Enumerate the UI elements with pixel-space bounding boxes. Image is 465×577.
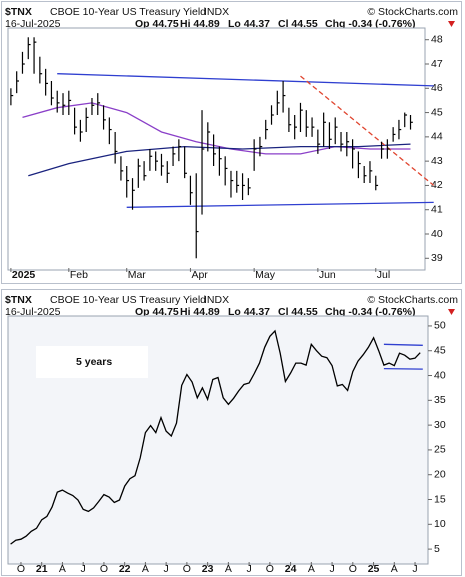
x-tick-label: 2025: [12, 269, 36, 281]
y-tick-label: 41: [431, 203, 443, 215]
x-tick-label: Jul: [377, 269, 390, 281]
x-tick-label: J: [412, 563, 417, 575]
exchange: INDX: [204, 294, 229, 306]
credit: © StockCharts.com: [367, 294, 458, 306]
y-tick-label: 39: [431, 252, 443, 264]
annotation-box: [36, 346, 148, 378]
quote-item: Hi 44.89: [180, 306, 220, 318]
y-tick-label: 40: [434, 369, 446, 381]
y-tick-label: 20: [434, 468, 446, 480]
symbol: $TNX: [5, 6, 32, 18]
down-marker: [448, 309, 455, 315]
y-tick-label: 10: [434, 518, 446, 530]
date: 16-Jul-2025: [5, 306, 61, 318]
credit: © StockCharts.com: [367, 6, 458, 18]
overlay-line: [300, 75, 435, 186]
title: CBOE 10-Year US Treasury Yield: [50, 6, 206, 18]
x-tick-label: O: [17, 563, 25, 575]
exchange: INDX: [204, 6, 229, 18]
y-tick-label: 44: [431, 131, 443, 143]
y-tick-label: 25: [434, 444, 446, 456]
x-tick-label: A: [59, 563, 66, 575]
y-tick-label: 35: [434, 394, 446, 406]
overlay-line: [126, 201, 434, 208]
y-tick-label: 48: [431, 33, 443, 45]
x-tick-label: O: [100, 563, 108, 575]
y-tick-label: 45: [431, 106, 443, 118]
y-tick-label: 45: [434, 345, 446, 357]
y-tick-label: 43: [431, 155, 443, 167]
annotation: 5 years: [76, 356, 112, 368]
x-tick-label: May: [255, 269, 276, 281]
y-tick-label: 47: [431, 58, 443, 70]
quote-item: Chg -0.34 (-0.76%): [325, 18, 415, 30]
quote-item: Op 44.75: [135, 18, 179, 30]
price-line: [10, 329, 421, 545]
y-tick-label: 42: [431, 179, 443, 191]
quote-item: Lo 44.37: [228, 18, 270, 30]
x-tick-label: A: [308, 563, 315, 575]
y-tick-label: 50: [434, 320, 446, 332]
x-tick-label: A: [225, 563, 232, 575]
x-tick-label: O: [266, 563, 274, 575]
y-tick-label: 30: [434, 419, 446, 431]
quote-item: Op 44.75: [135, 306, 179, 318]
plot-area: [7, 27, 426, 271]
x-tick-label: 22: [119, 563, 131, 575]
x-tick-label: J: [329, 563, 334, 575]
x-tick-label: Feb: [70, 269, 88, 281]
x-tick-label: A: [142, 563, 149, 575]
x-tick-label: Apr: [191, 269, 208, 281]
symbol: $TNX: [5, 294, 32, 306]
quote-item: Chg -0.34 (-0.76%): [325, 306, 415, 318]
overlay-line: [383, 367, 423, 370]
quote-item: Cl 44.55: [278, 18, 318, 30]
x-tick-label: 24: [285, 563, 297, 575]
overlay-line: [383, 343, 423, 346]
x-tick-label: O: [183, 563, 191, 575]
x-tick-label: J: [246, 563, 251, 575]
x-tick-label: Jun: [319, 269, 336, 281]
x-tick-label: Mar: [128, 269, 147, 281]
y-tick-label: 15: [434, 493, 446, 505]
title: CBOE 10-Year US Treasury Yield: [50, 294, 206, 306]
x-tick-label: 23: [202, 563, 214, 575]
down-marker: [448, 21, 455, 27]
x-tick-label: J: [164, 563, 169, 575]
date: 16-Jul-2025: [5, 18, 61, 30]
x-tick-label: O: [349, 563, 357, 575]
quote-item: Hi 44.89: [180, 18, 220, 30]
overlay-line: [57, 73, 434, 87]
x-tick-label: 21: [36, 563, 48, 575]
quote-item: Cl 44.55: [278, 306, 318, 318]
quote-item: Lo 44.37: [228, 306, 270, 318]
x-tick-label: 25: [368, 563, 380, 575]
y-tick-label: 46: [431, 82, 443, 94]
y-tick-label: 5: [434, 543, 440, 555]
x-tick-label: A: [391, 563, 398, 575]
x-tick-label: J: [81, 563, 86, 575]
y-tick-label: 40: [431, 228, 443, 240]
